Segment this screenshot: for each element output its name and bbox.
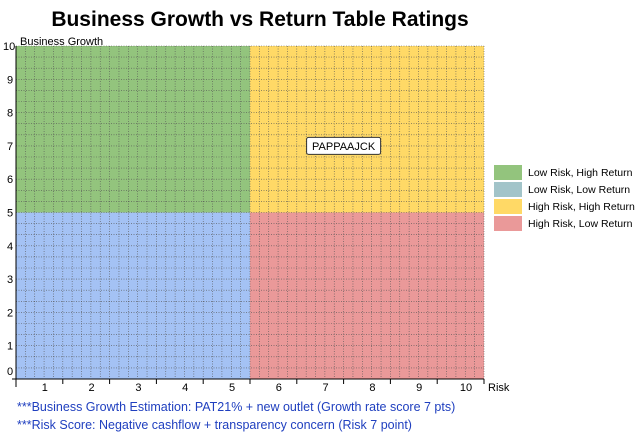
x-tick-label: 4 <box>182 382 188 394</box>
y-tick-label: 10 <box>3 41 15 53</box>
data-point-label: PAPPAAJCK <box>312 141 376 153</box>
quadrant-low-risk-low-return <box>16 212 250 379</box>
y-tick-label: 1 <box>7 341 13 353</box>
x-tick-label: 7 <box>323 382 329 394</box>
x-tick-label: 5 <box>229 382 235 394</box>
x-axis-label: Risk <box>488 382 510 394</box>
legend-swatch <box>494 165 522 180</box>
x-tick-label: 3 <box>135 382 141 394</box>
x-tick-label: 2 <box>89 382 95 394</box>
x-tick-label: 9 <box>416 382 422 394</box>
legend-swatch <box>494 216 522 231</box>
x-tick-label: 8 <box>369 382 375 394</box>
legend-label: High Risk, High Return <box>528 200 635 213</box>
y-tick-label: 3 <box>7 274 13 286</box>
quadrant-low-risk-high-return <box>16 46 250 213</box>
y-axis-label: Business Growth <box>20 36 103 48</box>
y-tick-label: 8 <box>7 108 13 120</box>
legend-item: Low Risk, High Return <box>494 164 635 181</box>
y-tick-label: 4 <box>7 241 13 253</box>
growth-estimation-note: ***Business Growth Estimation: PAT21% + … <box>17 400 456 414</box>
legend: Low Risk, High Return Low Risk, Low Retur… <box>494 164 635 232</box>
y-tick-label: 9 <box>7 74 13 86</box>
legend-item: High Risk, Low Return <box>494 215 635 232</box>
quadrant-high-risk-high-return <box>250 46 484 213</box>
risk-score-note: ***Risk Score: Negative cashflow + trans… <box>17 418 412 432</box>
legend-item: Low Risk, Low Return <box>494 181 635 198</box>
y-tick-label: 6 <box>7 174 13 186</box>
x-tick-label: 1 <box>42 382 48 394</box>
x-tick-label: 10 <box>460 382 472 394</box>
legend-item: High Risk, High Return <box>494 198 635 215</box>
legend-label: Low Risk, High Return <box>528 166 633 179</box>
chart-title: Business Growth vs Return Table Ratings <box>51 8 469 31</box>
y-tick-label: 5 <box>7 208 13 220</box>
legend-swatch <box>494 182 522 197</box>
y-tick-label: 2 <box>7 307 13 319</box>
x-tick-label: 6 <box>276 382 282 394</box>
data-point-box <box>306 136 382 155</box>
quadrant-high-risk-low-return <box>250 212 484 379</box>
legend-swatch <box>494 199 522 214</box>
y-tick-label: 0 <box>7 366 13 378</box>
legend-label: Low Risk, Low Return <box>528 183 631 196</box>
y-tick-label: 7 <box>7 141 13 153</box>
legend-label: High Risk, Low Return <box>528 217 633 230</box>
